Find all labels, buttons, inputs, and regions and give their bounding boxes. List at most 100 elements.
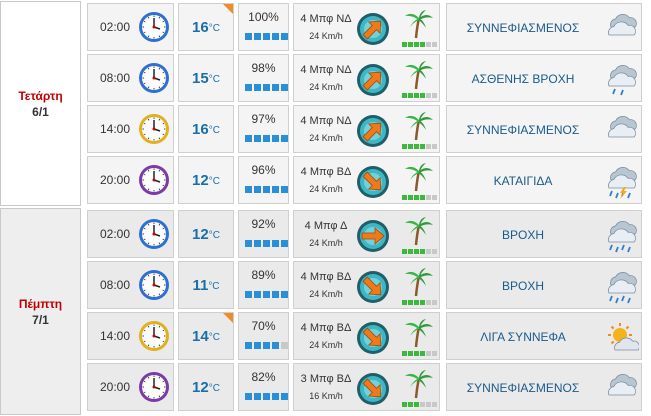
beaufort-scale <box>402 93 437 98</box>
level-segment <box>245 291 252 298</box>
condition-text: ΣΥΝΝΕΦΙΑΣΜΕΝΟΣ <box>466 123 580 137</box>
temperature-unit: °C <box>208 125 220 136</box>
level-segment <box>272 84 279 91</box>
humidity-bar <box>245 393 288 400</box>
humidity-cell: 100% <box>238 3 289 51</box>
clock-icon <box>139 372 169 402</box>
temperature-unit: °C <box>208 176 220 187</box>
level-segment <box>432 93 437 98</box>
level-segment <box>272 342 279 349</box>
humidity-value: 96% <box>251 163 276 177</box>
level-segment <box>281 84 288 91</box>
wind-cell: 4 Μπφ ΒΔ 24 Km/h <box>293 156 440 204</box>
level-segment <box>254 240 261 247</box>
level-segment <box>402 402 407 407</box>
level-segment <box>432 300 437 305</box>
level-segment <box>402 195 407 200</box>
wind-text: 4 Μπφ ΝΔ 24 Km/h <box>294 13 358 42</box>
condition-cell: ΒΡΟΧΗ <box>446 210 642 258</box>
palm-tree-icon <box>405 217 433 246</box>
level-segment <box>281 240 288 247</box>
level-segment <box>263 33 270 40</box>
day-label: Πέμπτη 7/1 <box>0 208 81 415</box>
day-date: 7/1 <box>32 312 49 327</box>
palm-tree-icon <box>405 163 433 192</box>
wind-cell: 4 Μπφ ΝΔ 24 Km/h <box>293 3 440 51</box>
temperature-unit: °C <box>208 23 220 34</box>
level-segment <box>272 291 279 298</box>
wind-compass-icon <box>357 166 389 198</box>
level-segment <box>414 402 419 407</box>
wind-force: 4 Μπφ ΒΔ <box>300 166 352 178</box>
humidity-value: 100% <box>248 10 279 24</box>
level-segment <box>432 195 437 200</box>
level-segment <box>420 144 425 149</box>
wind-speed: 16 Km/h <box>309 391 343 401</box>
level-segment <box>254 135 261 142</box>
clock-icon <box>139 165 169 195</box>
condition-text: ΣΥΝΝΕΦΙΑΣΜΕΝΟΣ <box>466 381 580 395</box>
level-segment <box>414 249 419 254</box>
wind-compass-icon <box>357 271 389 303</box>
wind-speed: 24 Km/h <box>309 31 343 41</box>
time-label: 02:00 <box>99 227 130 241</box>
condition-cell: ΣΥΝΝΕΦΙΑΣΜΕΝΟΣ <box>446 363 642 411</box>
level-segment <box>245 393 252 400</box>
time-label: 02:00 <box>99 20 130 34</box>
condition-cell: ΑΣΘΕΝΗΣ ΒΡΟΧΗ <box>446 54 642 102</box>
beaufort-scale <box>402 402 437 407</box>
level-segment <box>426 351 431 356</box>
time-cell: 02:00 <box>87 3 174 51</box>
time-cell: 08:00 <box>87 261 174 309</box>
temperature-unit: °C <box>208 332 220 343</box>
temperature-value: 15 <box>192 69 209 87</box>
palm-tree-icon <box>405 268 433 297</box>
level-segment <box>402 249 407 254</box>
level-segment <box>408 42 413 47</box>
level-segment <box>263 186 270 193</box>
time-cell: 14:00 <box>87 312 174 360</box>
time-cell: 20:00 <box>87 156 174 204</box>
warning-corner-marker <box>223 313 233 323</box>
wind-text: 3 Μπφ ΒΔ 16 Km/h <box>294 373 358 402</box>
level-segment <box>408 195 413 200</box>
wind-compass-icon <box>357 220 389 252</box>
beaufort-scale <box>402 351 437 356</box>
level-segment <box>420 42 425 47</box>
rain-icon <box>608 221 637 253</box>
humidity-cell: 89% <box>238 261 289 309</box>
level-segment <box>408 300 413 305</box>
temperature-value: 14 <box>192 327 209 345</box>
level-segment <box>420 402 425 407</box>
time-label: 08:00 <box>99 278 130 292</box>
wind-compass-icon <box>357 373 389 405</box>
level-segment <box>420 195 425 200</box>
level-segment <box>272 135 279 142</box>
level-segment <box>414 351 419 356</box>
cloudy-icon <box>608 374 637 396</box>
wind-compass-icon <box>357 322 389 354</box>
level-segment <box>408 144 413 149</box>
level-segment <box>426 42 431 47</box>
condition-text: ΣΥΝΝΕΦΙΑΣΜΕΝΟΣ <box>466 21 580 35</box>
level-segment <box>420 351 425 356</box>
level-segment <box>254 33 261 40</box>
humidity-value: 70% <box>251 319 276 333</box>
humidity-bar <box>245 84 288 91</box>
wind-speed: 24 Km/h <box>309 340 343 350</box>
temperature-cell: 12 °C <box>178 210 234 258</box>
level-segment <box>263 84 270 91</box>
temperature-cell: 12 °C <box>178 363 234 411</box>
level-segment <box>281 186 288 193</box>
level-segment <box>420 300 425 305</box>
day-name: Πέμπτη <box>18 296 63 311</box>
level-segment <box>408 402 413 407</box>
thunderstorm-icon <box>608 167 637 199</box>
humidity-value: 89% <box>251 268 276 282</box>
level-segment <box>254 84 261 91</box>
level-segment <box>254 393 261 400</box>
level-segment <box>402 351 407 356</box>
wind-cell: 4 Μπφ ΝΔ 24 Km/h <box>293 54 440 102</box>
temperature-cell: 14 °C <box>178 312 234 360</box>
temperature-unit: °C <box>208 74 220 85</box>
